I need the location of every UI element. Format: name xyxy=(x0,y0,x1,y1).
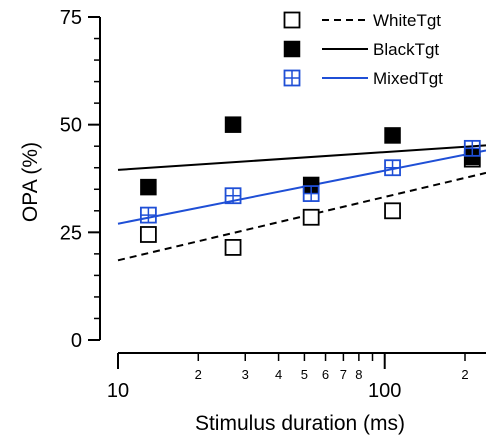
axes: 0 25 50 75 10 2 3 4 5 6 7 8 100 2 xyxy=(60,7,486,402)
marker-square xyxy=(302,208,320,226)
marker-square xyxy=(140,178,157,196)
y-axis-title: OPA (%) xyxy=(19,142,42,222)
point-whitetgt xyxy=(384,202,401,220)
y-tick-label: 50 xyxy=(60,115,82,137)
legend-label-whitetgt: WhiteTgt xyxy=(373,11,441,30)
point-mixedtgt xyxy=(302,185,320,202)
x-tick-label: 4 xyxy=(275,367,282,382)
x-tick-label: 7 xyxy=(340,367,347,382)
marker-square xyxy=(384,127,401,144)
point-mixedtgt xyxy=(224,187,242,205)
x-tick-label: 2 xyxy=(461,367,468,382)
point-blacktgt xyxy=(224,116,242,133)
legend-label-blacktgt: BlackTgt xyxy=(373,40,439,59)
x-axis-title: Stimulus duration (ms) xyxy=(195,412,405,435)
x-tick-label: 8 xyxy=(355,367,362,382)
marker-square xyxy=(283,40,301,58)
legend-marker-mixedtgt xyxy=(283,69,301,87)
fit-lines xyxy=(117,144,486,262)
y-tick-label: 0 xyxy=(71,330,82,352)
fit-line-whitetgt xyxy=(117,171,486,262)
point-mixedtgt xyxy=(139,206,157,224)
x-tick-label: 6 xyxy=(322,367,329,382)
point-whitetgt xyxy=(302,208,320,226)
x-tick-label: 3 xyxy=(242,367,249,382)
point-blacktgt xyxy=(140,178,157,196)
data-points xyxy=(139,116,481,256)
point-whitetgt xyxy=(139,226,157,243)
point-blacktgt xyxy=(384,127,401,144)
y-tick-label: 25 xyxy=(60,222,82,244)
x-tick-label: 2 xyxy=(195,367,202,382)
marker-square xyxy=(139,226,157,243)
fit-line-mixedtgt xyxy=(117,149,486,225)
fit-line-blacktgt xyxy=(117,144,486,171)
x-tick-label: 100 xyxy=(368,380,401,402)
marker-square xyxy=(384,202,401,220)
legend-marker-blacktgt xyxy=(283,40,301,58)
point-mixedtgt xyxy=(384,159,401,177)
marker-square xyxy=(224,239,242,256)
marker-square xyxy=(283,11,301,29)
point-mixedtgt xyxy=(463,139,481,157)
legend-marker-whitetgt xyxy=(283,11,301,29)
x-tick-label: 10 xyxy=(107,380,129,402)
legend: WhiteTgt BlackTgt MixedTgt xyxy=(283,11,443,88)
legend-label-mixedtgt: MixedTgt xyxy=(373,69,443,88)
point-whitetgt xyxy=(224,239,242,256)
marker-square xyxy=(224,116,242,133)
x-tick-label: 5 xyxy=(301,367,308,382)
y-tick-label: 75 xyxy=(60,7,82,29)
